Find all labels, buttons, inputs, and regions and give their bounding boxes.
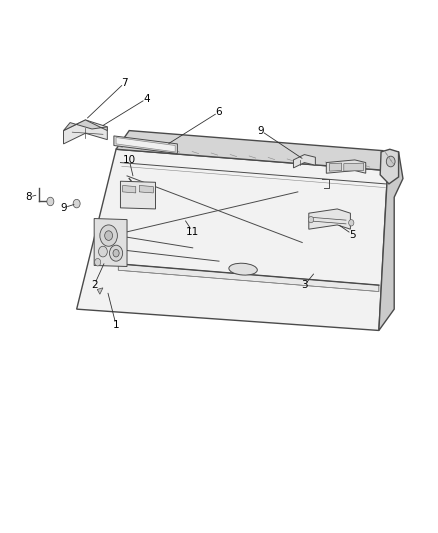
Circle shape — [110, 245, 123, 261]
Polygon shape — [64, 120, 107, 144]
Text: 9: 9 — [257, 126, 264, 135]
Circle shape — [100, 225, 117, 246]
Polygon shape — [116, 131, 399, 171]
Polygon shape — [329, 163, 342, 171]
Text: 9: 9 — [60, 203, 67, 213]
Circle shape — [349, 220, 354, 226]
Polygon shape — [114, 136, 177, 154]
Circle shape — [308, 216, 314, 223]
Polygon shape — [123, 185, 136, 193]
Polygon shape — [309, 209, 350, 229]
Polygon shape — [380, 149, 399, 184]
Polygon shape — [97, 288, 103, 294]
Polygon shape — [379, 152, 403, 330]
Polygon shape — [326, 160, 366, 173]
Text: 11: 11 — [186, 227, 199, 237]
Text: 2: 2 — [91, 280, 98, 290]
Text: 6: 6 — [215, 107, 223, 117]
Circle shape — [99, 246, 107, 257]
Text: 7: 7 — [121, 78, 128, 87]
Circle shape — [386, 156, 395, 167]
Text: 5: 5 — [349, 230, 356, 239]
Text: 8: 8 — [25, 192, 32, 202]
Polygon shape — [139, 185, 153, 193]
Polygon shape — [344, 163, 364, 171]
Text: 1: 1 — [113, 320, 120, 330]
Text: 3: 3 — [301, 280, 308, 290]
Circle shape — [73, 199, 80, 208]
Polygon shape — [118, 264, 379, 292]
Ellipse shape — [229, 263, 257, 275]
Polygon shape — [94, 219, 127, 266]
Polygon shape — [64, 120, 107, 131]
Polygon shape — [77, 149, 388, 330]
Circle shape — [141, 187, 150, 197]
Circle shape — [105, 231, 113, 240]
Text: 4: 4 — [143, 94, 150, 103]
Polygon shape — [120, 181, 155, 209]
Circle shape — [113, 249, 119, 257]
Polygon shape — [293, 155, 315, 168]
Polygon shape — [116, 138, 175, 152]
Text: 10: 10 — [123, 155, 136, 165]
Circle shape — [95, 259, 101, 266]
Circle shape — [47, 197, 54, 206]
